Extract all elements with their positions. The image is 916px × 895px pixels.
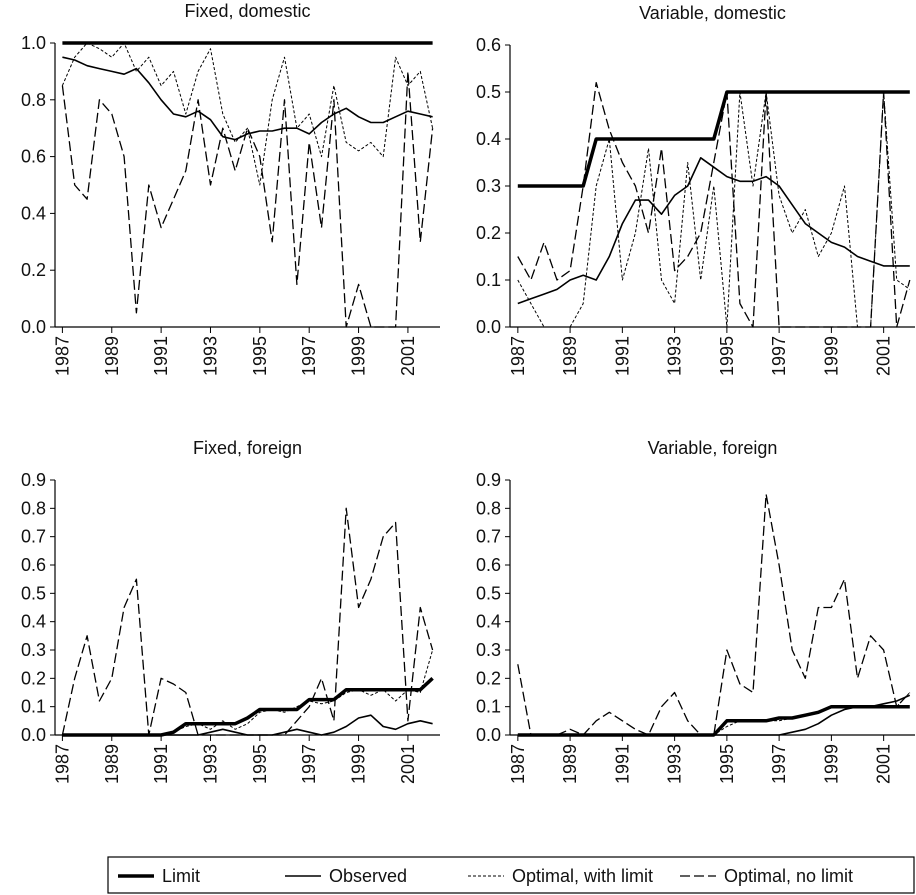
y-tick-label: 0.4 (21, 612, 46, 632)
x-tick-label: 1987 (508, 336, 528, 376)
x-tick-label: 1999 (821, 744, 841, 784)
x-tick-label: 1993 (665, 336, 685, 376)
y-tick-label: 0.5 (476, 82, 501, 102)
x-tick-label: 1987 (508, 744, 528, 784)
series-line (61, 70, 434, 328)
x-tick-label: 1993 (665, 744, 685, 784)
y-tick-label: 0.1 (476, 270, 501, 290)
x-tick-label: 1991 (612, 744, 632, 784)
series-line (62, 649, 434, 736)
y-tick-label: 0.4 (21, 203, 46, 223)
y-tick-label: 0.4 (476, 129, 501, 149)
x-tick-label: 1995 (717, 336, 737, 376)
x-tick-label: 1997 (299, 744, 319, 784)
x-tick-label: 2001 (398, 336, 418, 376)
x-tick-label: 1991 (612, 336, 632, 376)
y-tick-label: 0.0 (476, 317, 501, 337)
x-tick-label: 1991 (151, 744, 171, 784)
x-tick-label: 1995 (250, 744, 270, 784)
series-line (517, 90, 910, 188)
y-tick-label: 0.3 (21, 640, 46, 660)
x-tick-label: 2001 (874, 336, 894, 376)
x-tick-label: 1987 (52, 336, 72, 376)
series-line (61, 42, 434, 186)
y-tick-label: 0.7 (476, 527, 501, 547)
y-tick-label: 0.8 (476, 498, 501, 518)
legend-label: Observed (329, 866, 407, 886)
x-tick-label: 1989 (102, 744, 122, 784)
chart-title: Variable, domestic (639, 3, 786, 23)
x-tick-label: 1997 (769, 336, 789, 376)
x-tick-label: 1995 (717, 744, 737, 784)
chart-title: Variable, foreign (648, 438, 778, 458)
x-tick-label: 1989 (102, 336, 122, 376)
x-tick-label: 1999 (349, 336, 369, 376)
y-tick-label: 0.6 (21, 147, 46, 167)
x-tick-label: 1995 (250, 336, 270, 376)
series-line (517, 91, 911, 328)
y-tick-label: 0.3 (476, 176, 501, 196)
series-line (517, 493, 911, 736)
x-tick-label: 2001 (398, 744, 418, 784)
y-tick-label: 0.5 (476, 583, 501, 603)
chart-title: Fixed, domestic (184, 1, 310, 21)
y-tick-label: 0.2 (21, 668, 46, 688)
y-tick-label: 1.0 (21, 33, 46, 53)
y-tick-label: 0.8 (21, 90, 46, 110)
x-tick-label: 1989 (560, 336, 580, 376)
legend-label: Optimal, with limit (512, 866, 653, 886)
series-line (62, 677, 434, 737)
legend-box (107, 856, 915, 894)
y-tick-label: 0.6 (476, 555, 501, 575)
legend-label: Limit (162, 866, 200, 886)
y-tick-label: 0.6 (21, 555, 46, 575)
y-tick-label: 0.0 (21, 725, 46, 745)
x-tick-label: 1989 (560, 744, 580, 784)
y-tick-label: 0.1 (21, 697, 46, 717)
y-tick-label: 0.5 (21, 583, 46, 603)
y-tick-label: 0.3 (476, 640, 501, 660)
y-tick-label: 0.2 (21, 260, 46, 280)
y-tick-label: 0.9 (21, 470, 46, 490)
x-tick-label: 1997 (299, 336, 319, 376)
y-tick-label: 0.0 (21, 317, 46, 337)
y-tick-label: 0.9 (476, 470, 501, 490)
y-tick-label: 0.2 (476, 223, 501, 243)
y-tick-label: 0.4 (476, 612, 501, 632)
chart-title: Fixed, foreign (193, 438, 302, 458)
y-tick-label: 0.1 (476, 697, 501, 717)
x-tick-label: 1993 (200, 744, 220, 784)
x-tick-label: 2001 (874, 744, 894, 784)
y-tick-label: 0.2 (476, 668, 501, 688)
y-tick-label: 0.6 (476, 35, 501, 55)
series-line (517, 694, 911, 736)
y-tick-label: 0.8 (21, 498, 46, 518)
x-tick-label: 1987 (52, 744, 72, 784)
series-line (517, 81, 911, 328)
x-tick-label: 1991 (151, 336, 171, 376)
series-line (517, 692, 911, 736)
legend-label: Optimal, no limit (724, 866, 853, 886)
x-tick-label: 1999 (821, 336, 841, 376)
x-tick-label: 1997 (769, 744, 789, 784)
x-tick-label: 1999 (349, 744, 369, 784)
y-tick-label: 0.7 (21, 527, 46, 547)
series-line (517, 157, 910, 305)
series-line (61, 507, 434, 736)
x-tick-label: 1993 (200, 336, 220, 376)
y-tick-label: 0.0 (476, 725, 501, 745)
series-line (62, 56, 433, 141)
